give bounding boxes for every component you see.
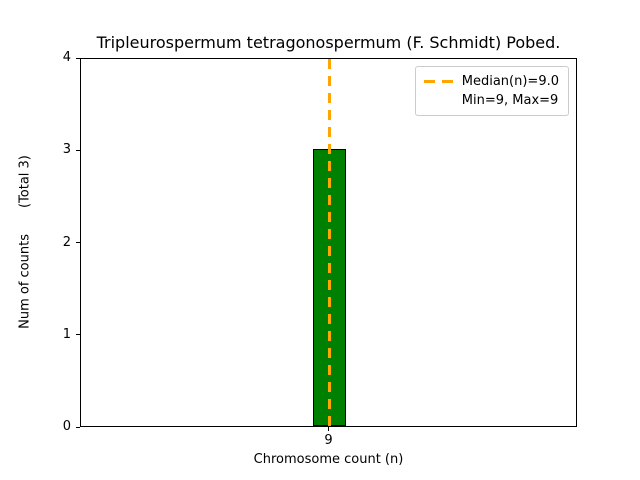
y-tick-label: 1 — [62, 326, 71, 342]
legend-row-median: Median(n)=9.0 — [423, 72, 559, 91]
y-tick-label: 2 — [62, 234, 71, 250]
y-tick-mark — [76, 334, 80, 336]
y-axis-total-text: (Total 3) — [17, 155, 33, 209]
y-axis-label-text: Num of counts — [17, 234, 33, 329]
legend-row-minmax: Min=9, Max=9 — [424, 91, 559, 110]
legend-label-median: Median(n)=9.0 — [461, 74, 559, 89]
median-dashed-line-swatch — [423, 80, 453, 83]
y-tick-label: 3 — [62, 142, 71, 158]
y-tick-mark — [76, 426, 80, 428]
legend: Median(n)=9.0 Min=9, Max=9 — [414, 66, 569, 116]
x-tick-label: 9 — [324, 433, 333, 448]
y-tick-label: 4 — [62, 50, 71, 65]
y-axis-label: Num of counts (Total 3) — [18, 155, 33, 329]
x-tick-mark — [328, 427, 329, 431]
y-tick-mark — [76, 149, 80, 151]
y-tick-label: 0 — [62, 419, 71, 434]
median-line — [328, 59, 331, 426]
legend-label-minmax: Min=9, Max=9 — [461, 93, 559, 108]
plot-area: Median(n)=9.0 Min=9, Max=9 — [80, 58, 577, 427]
y-tick-mark — [76, 242, 80, 243]
chart-title: Tripleurospermum tetragonospermum (F. Sc… — [96, 33, 561, 52]
x-axis-label: Chromosome count (n) — [253, 452, 404, 467]
y-tick-mark — [76, 57, 80, 59]
